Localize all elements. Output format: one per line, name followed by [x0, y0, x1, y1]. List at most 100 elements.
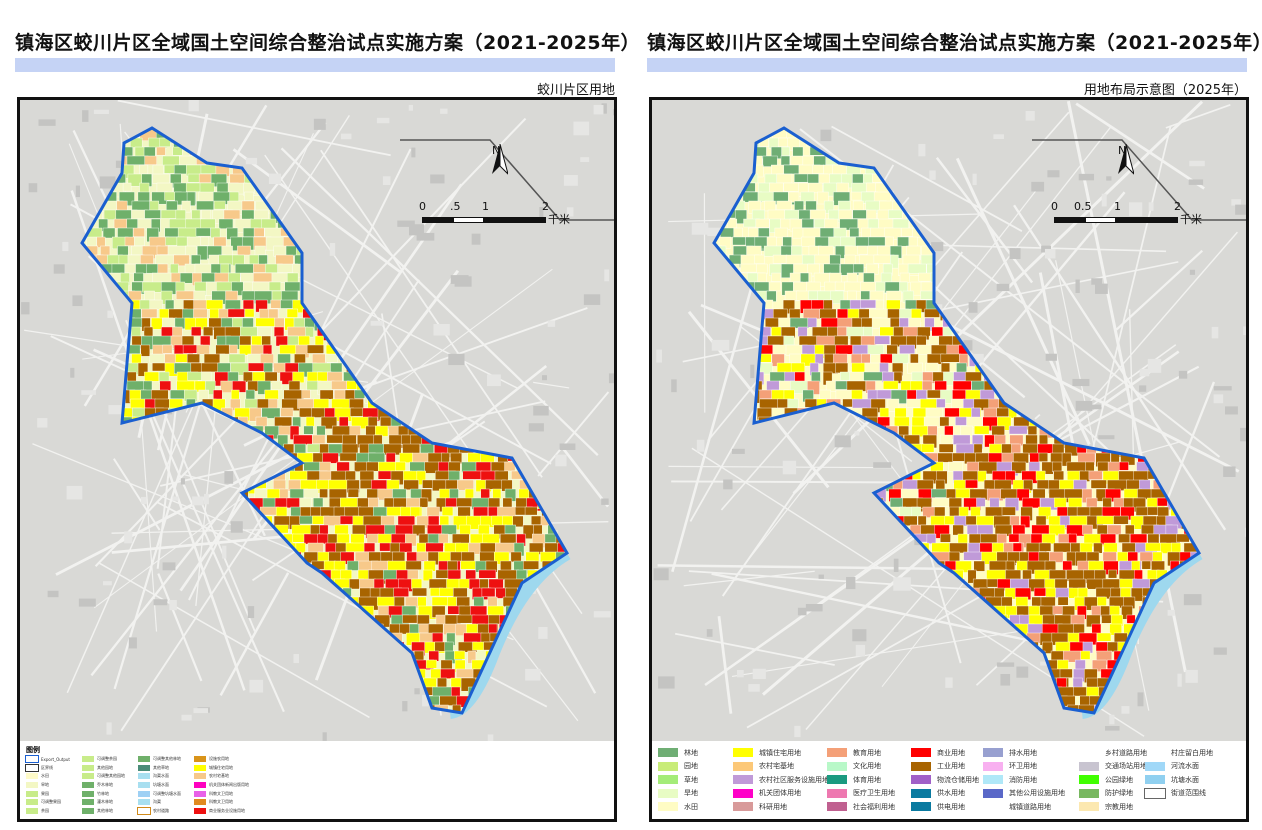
- legend-label: 可调整坑塘水面: [153, 790, 181, 796]
- parcel: [988, 452, 1003, 463]
- basemap-road: [113, 458, 161, 531]
- basemap-building: [1078, 173, 1095, 181]
- basemap-building: [1072, 378, 1090, 387]
- parcel: [926, 533, 937, 545]
- basemap-building: [794, 725, 801, 738]
- legend-swatch: [82, 756, 94, 763]
- parcel: [807, 182, 823, 194]
- parcel: [279, 344, 298, 355]
- parcel: [1088, 470, 1103, 480]
- parcel: [502, 497, 513, 508]
- basemap-building: [918, 143, 926, 157]
- legend-swatch: [26, 807, 38, 814]
- basemap-building: [748, 684, 760, 692]
- parcel: [363, 542, 376, 552]
- basemap-building: [102, 581, 112, 586]
- basemap-building: [723, 479, 733, 490]
- scale-tick: .5: [450, 200, 461, 213]
- parcel: [438, 533, 449, 547]
- parcel: [427, 623, 444, 635]
- legend-swatch: [194, 773, 206, 780]
- parcel: [142, 281, 164, 293]
- right-map-frame[interactable]: N 0 0.5 1 2 千米 林地 园地 草地 旱地 水田 城镇住宅用地 农村宅基地 农村社区…: [649, 97, 1249, 822]
- basemap-building: [66, 485, 83, 500]
- parcel: [279, 488, 289, 499]
- basemap-building: [996, 283, 1010, 292]
- parcel: [149, 299, 163, 310]
- basemap-building: [169, 600, 177, 611]
- basemap-road: [157, 573, 203, 682]
- basemap-building: [750, 364, 755, 379]
- legend-swatch: [82, 764, 94, 771]
- parcel: [1062, 560, 1073, 571]
- legend-item: 果园: [26, 789, 82, 798]
- basemap-building: [72, 295, 83, 307]
- parcel: [492, 488, 502, 500]
- basemap-building: [1098, 435, 1115, 440]
- legend-label: 乔木林地: [97, 782, 113, 788]
- parcel: [229, 191, 240, 203]
- parcel: [911, 371, 923, 382]
- basemap-building: [188, 100, 199, 112]
- parcel: [262, 497, 277, 508]
- north-label: N: [492, 144, 501, 157]
- basemap-building: [1147, 358, 1162, 373]
- parcel: [417, 596, 427, 608]
- parcel: [200, 335, 211, 347]
- legend-swatch: [82, 782, 94, 789]
- basemap-building: [1091, 278, 1102, 285]
- parcel: [322, 452, 339, 464]
- basemap-building: [397, 220, 415, 227]
- parcel: [487, 605, 504, 617]
- north-arrow-icon: N: [492, 144, 508, 175]
- parcel: [403, 479, 419, 490]
- parcel: [955, 560, 972, 573]
- parcel: [768, 281, 781, 292]
- basemap-building: [81, 390, 96, 395]
- parcel: [755, 218, 770, 228]
- parcel: [980, 533, 1000, 543]
- left-map-frame[interactable]: N 0 .5 1 2 千米 图例 Export_Output 区界线 水田 旱地 果园可…: [17, 97, 617, 822]
- legend-swatch: [138, 790, 150, 797]
- basemap-building: [75, 185, 80, 198]
- basemap-building: [528, 423, 544, 432]
- basemap-building: [653, 568, 669, 581]
- basemap-building: [563, 175, 578, 186]
- basemap-building: [224, 471, 234, 484]
- basemap-building: [820, 129, 832, 142]
- legend-swatch: [194, 799, 206, 806]
- parcel: [417, 614, 430, 625]
- basemap-building: [656, 349, 662, 363]
- basemap-road: [831, 125, 1023, 232]
- parcel: [457, 479, 474, 491]
- basemap-building: [752, 668, 766, 680]
- basemap-building: [1121, 706, 1130, 714]
- parcel: [809, 209, 826, 220]
- legend-item: 灌木林地: [82, 798, 138, 807]
- parcel: [862, 173, 874, 185]
- parcel: [213, 200, 226, 210]
- parcel: [965, 479, 978, 489]
- parcel: [910, 353, 919, 364]
- parcel: [225, 290, 238, 302]
- parcel: [776, 200, 793, 211]
- right-map-canvas[interactable]: [652, 100, 1246, 819]
- basemap-building: [929, 170, 936, 180]
- parcel: [416, 470, 426, 486]
- basemap-building: [966, 353, 984, 363]
- basemap-building: [376, 117, 390, 124]
- legend-label: 科教文卫用地: [209, 790, 233, 796]
- parcel: [459, 524, 471, 536]
- parcel: [345, 470, 356, 481]
- basemap-building: [1009, 248, 1021, 259]
- basemap-building: [162, 562, 176, 571]
- parcel: [847, 290, 857, 301]
- parcel: [312, 434, 326, 445]
- parcel: [1008, 425, 1028, 435]
- parcel: [330, 362, 343, 374]
- basemap-building: [968, 302, 978, 313]
- basemap-road: [1075, 102, 1205, 190]
- parcel: [510, 551, 522, 563]
- basemap-road: [683, 570, 815, 587]
- parcel: [867, 218, 879, 230]
